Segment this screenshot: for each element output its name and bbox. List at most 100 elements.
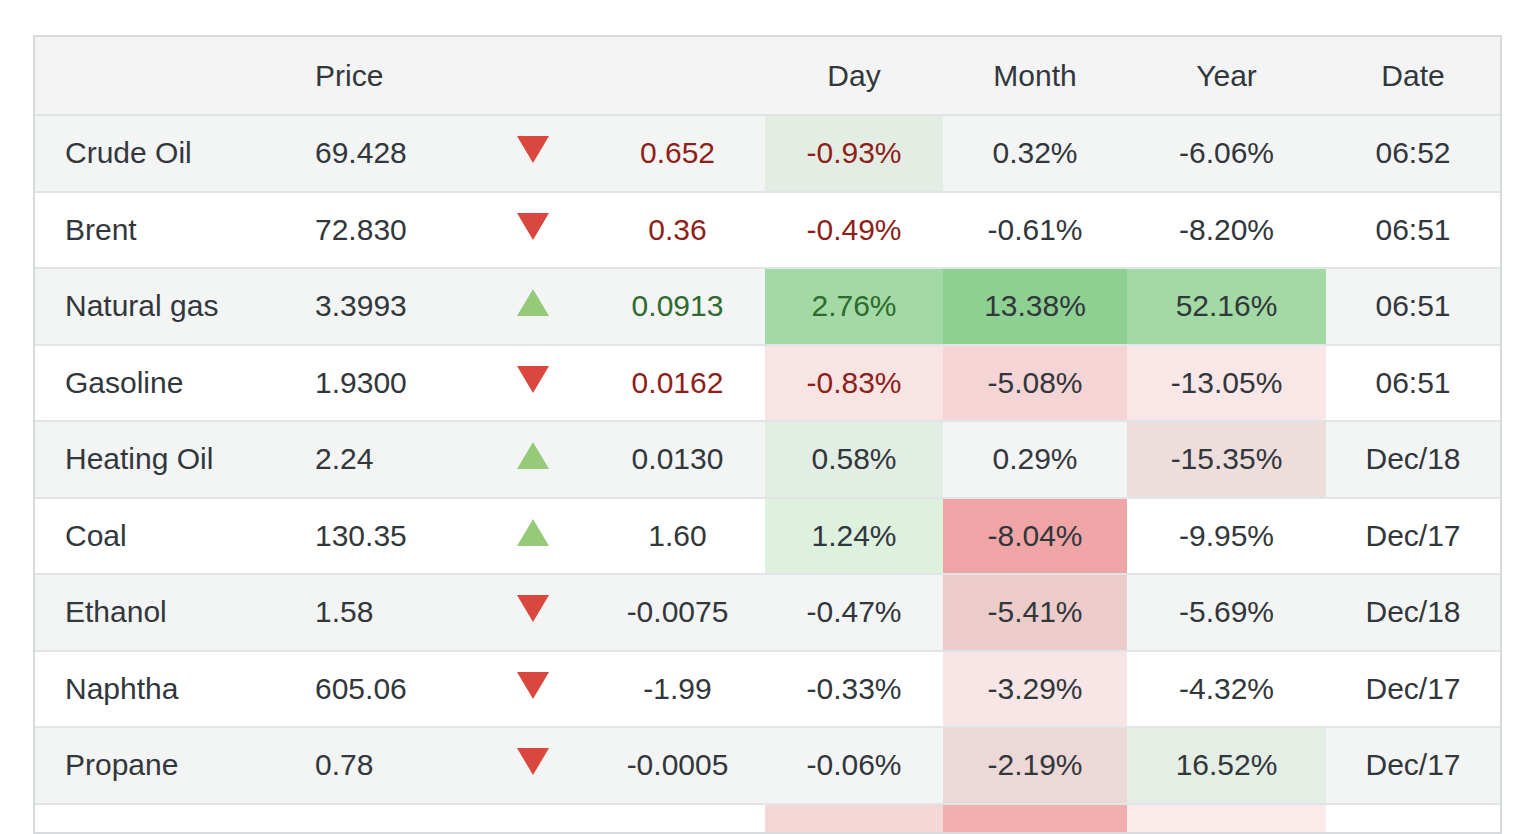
day-cell: 0.58% bbox=[765, 421, 943, 498]
day-cell: -0.93% bbox=[765, 115, 943, 192]
month-cell bbox=[943, 804, 1127, 834]
trend-cell bbox=[475, 345, 590, 422]
commodity-name-cell[interactable]: Heating Oil bbox=[35, 421, 315, 498]
day-cell: 2.76% bbox=[765, 268, 943, 345]
month-cell: -3.29% bbox=[943, 651, 1127, 728]
day-cell: -0.83% bbox=[765, 345, 943, 422]
price-cell: 130.35 bbox=[315, 498, 475, 575]
trend-cell bbox=[475, 651, 590, 728]
change-cell: 0.0913 bbox=[590, 268, 765, 345]
price-cell: 72.830 bbox=[315, 192, 475, 269]
date-cell: Dec/18 bbox=[1326, 421, 1500, 498]
trend-triangle-icon bbox=[517, 748, 549, 775]
price-cell: 1.58 bbox=[315, 574, 475, 651]
price-cell: 0.78 bbox=[315, 727, 475, 804]
commodity-name-cell[interactable]: Gasoline bbox=[35, 345, 315, 422]
table-row: Gasoline1.9300 0.0162-0.83%-5.08%-13.05%0… bbox=[35, 345, 1500, 422]
date-cell: Dec/17 bbox=[1326, 498, 1500, 575]
date-cell: Dec/17 bbox=[1326, 651, 1500, 728]
table-row: Crude Oil69.428 0.652-0.93%0.32%-6.06%06:… bbox=[35, 115, 1500, 192]
trend-triangle-icon bbox=[517, 289, 549, 316]
year-cell: -6.06% bbox=[1127, 115, 1326, 192]
month-cell: -8.04% bbox=[943, 498, 1127, 575]
header-month: Month bbox=[943, 37, 1127, 115]
change-cell: 0.36 bbox=[590, 192, 765, 269]
change-cell: -0.0005 bbox=[590, 727, 765, 804]
year-cell: -15.35% bbox=[1127, 421, 1326, 498]
header-name bbox=[35, 37, 315, 115]
header-year: Year bbox=[1127, 37, 1326, 115]
price-cell bbox=[315, 804, 475, 834]
date-cell: 06:52 bbox=[1326, 115, 1500, 192]
commodity-name-cell[interactable]: Naphtha bbox=[35, 651, 315, 728]
table-row bbox=[35, 804, 1500, 834]
table-row: Propane0.78-0.0005-0.06%-2.19%16.52%Dec/… bbox=[35, 727, 1500, 804]
day-cell: -0.49% bbox=[765, 192, 943, 269]
price-cell: 69.428 bbox=[315, 115, 475, 192]
price-cell: 3.3993 bbox=[315, 268, 475, 345]
date-cell bbox=[1326, 804, 1500, 834]
change-cell: 0.652 bbox=[590, 115, 765, 192]
change-cell: -0.0075 bbox=[590, 574, 765, 651]
commodity-name-cell[interactable]: Ethanol bbox=[35, 574, 315, 651]
year-cell: -9.95% bbox=[1127, 498, 1326, 575]
table-row: Coal130.351.601.24%-8.04%-9.95%Dec/17 bbox=[35, 498, 1500, 575]
year-cell: -5.69% bbox=[1127, 574, 1326, 651]
trend-cell bbox=[475, 498, 590, 575]
header-price: Price bbox=[315, 37, 475, 115]
header-trend bbox=[475, 37, 590, 115]
header-date: Date bbox=[1326, 37, 1500, 115]
trend-cell bbox=[475, 574, 590, 651]
trend-triangle-icon bbox=[517, 442, 549, 469]
trend-cell bbox=[475, 804, 590, 834]
trend-triangle-icon bbox=[517, 366, 549, 393]
commodity-name-cell[interactable]: Crude Oil bbox=[35, 115, 315, 192]
header-change bbox=[590, 37, 765, 115]
month-cell: 0.29% bbox=[943, 421, 1127, 498]
month-cell: -5.08% bbox=[943, 345, 1127, 422]
trend-triangle-icon bbox=[517, 213, 549, 240]
month-cell: 13.38% bbox=[943, 268, 1127, 345]
change-cell: 0.0130 bbox=[590, 421, 765, 498]
year-cell: -4.32% bbox=[1127, 651, 1326, 728]
commodity-name-cell[interactable]: Propane bbox=[35, 727, 315, 804]
commodities-table: Price Day Month Year Date Crude Oil69.42… bbox=[33, 35, 1502, 834]
trend-cell bbox=[475, 115, 590, 192]
trend-triangle-icon bbox=[517, 136, 549, 163]
table-row: Naphtha605.06-1.99-0.33%-3.29%-4.32%Dec/… bbox=[35, 651, 1500, 728]
month-cell: -2.19% bbox=[943, 727, 1127, 804]
date-cell: 06:51 bbox=[1326, 192, 1500, 269]
month-cell: -0.61% bbox=[943, 192, 1127, 269]
year-cell bbox=[1127, 804, 1326, 834]
day-cell: -0.33% bbox=[765, 651, 943, 728]
year-cell: -13.05% bbox=[1127, 345, 1326, 422]
commodity-name-cell[interactable]: Brent bbox=[35, 192, 315, 269]
month-cell: -5.41% bbox=[943, 574, 1127, 651]
date-cell: 06:51 bbox=[1326, 345, 1500, 422]
year-cell: 52.16% bbox=[1127, 268, 1326, 345]
date-cell: Dec/18 bbox=[1326, 574, 1500, 651]
commodity-name-cell[interactable]: Coal bbox=[35, 498, 315, 575]
commodity-name-cell[interactable] bbox=[35, 804, 315, 834]
table-row: Heating Oil2.24 0.01300.58%0.29%-15.35%De… bbox=[35, 421, 1500, 498]
day-cell bbox=[765, 804, 943, 834]
change-cell: -1.99 bbox=[590, 651, 765, 728]
change-cell: 0.0162 bbox=[590, 345, 765, 422]
trend-cell bbox=[475, 268, 590, 345]
table-row: Ethanol1.58-0.0075-0.47%-5.41%-5.69%Dec/… bbox=[35, 574, 1500, 651]
trend-triangle-icon bbox=[517, 519, 549, 546]
month-cell: 0.32% bbox=[943, 115, 1127, 192]
table-row: Natural gas3.3993 0.09132.76%13.38%52.16%… bbox=[35, 268, 1500, 345]
trend-cell bbox=[475, 727, 590, 804]
year-cell: 16.52% bbox=[1127, 727, 1326, 804]
price-cell: 2.24 bbox=[315, 421, 475, 498]
trend-triangle-icon bbox=[517, 672, 549, 699]
commodity-name-cell[interactable]: Natural gas bbox=[35, 268, 315, 345]
price-cell: 1.9300 bbox=[315, 345, 475, 422]
date-cell: 06:51 bbox=[1326, 268, 1500, 345]
table-row: Brent72.8300.36-0.49%-0.61%-8.20%06:51 bbox=[35, 192, 1500, 269]
trend-cell bbox=[475, 192, 590, 269]
day-cell: 1.24% bbox=[765, 498, 943, 575]
trend-triangle-icon bbox=[517, 595, 549, 622]
trend-cell bbox=[475, 421, 590, 498]
